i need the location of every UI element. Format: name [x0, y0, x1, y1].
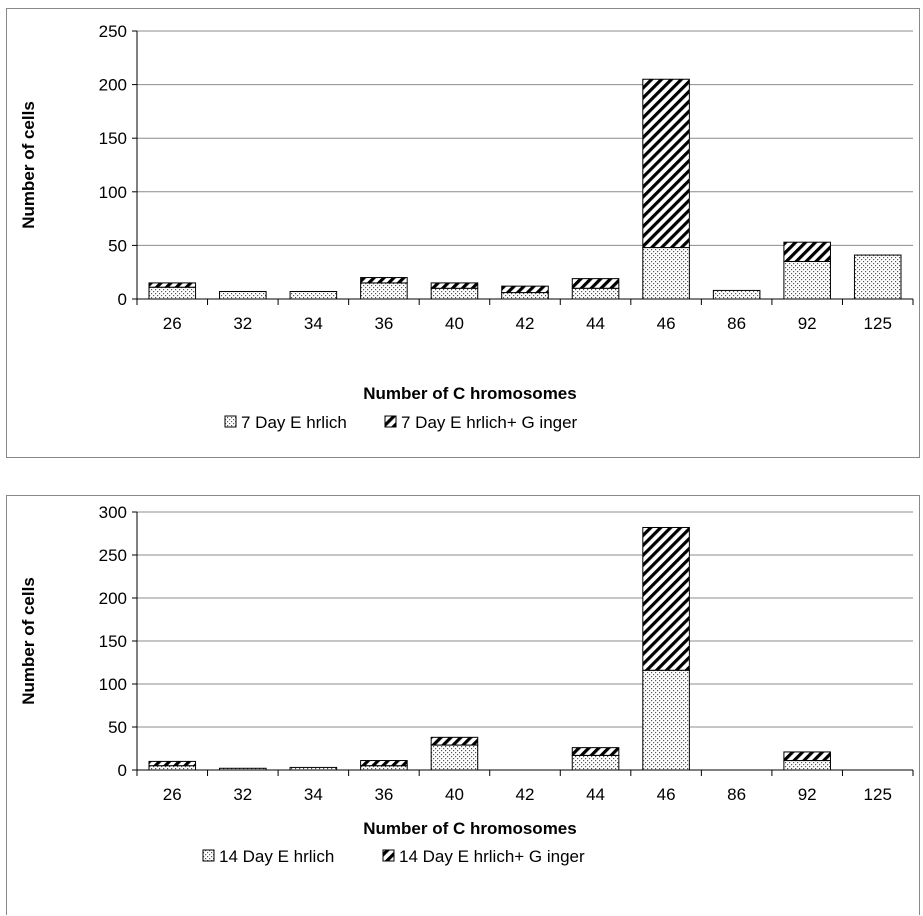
y-tick-label: 0 — [118, 761, 127, 780]
x-tick-label: 42 — [516, 314, 535, 333]
bar-base-86 — [712, 289, 761, 300]
bar-base-32 — [219, 767, 267, 771]
y-tick-label: 250 — [99, 546, 127, 565]
bar-ginger-40 — [430, 736, 479, 746]
legend-label: 14 Day E hrlich+ G inger — [399, 847, 585, 866]
chart-7-day: 0 50 100 150 200 250 26 32 34 36 40 42 44 46 86 92 125 Nu… — [6, 8, 920, 458]
x-tick-label: 46 — [657, 785, 676, 804]
bar-base-46 — [642, 669, 690, 771]
bar-base-34 — [289, 766, 338, 771]
y-tick-label: 200 — [99, 76, 127, 95]
x-tick-label: 34 — [304, 314, 323, 333]
bar-base-44 — [571, 287, 620, 300]
legend-label: 7 Day E hrlich — [241, 413, 347, 432]
bar-base-92 — [783, 260, 831, 300]
x-tick-label: 26 — [163, 314, 182, 333]
bar-base-32 — [219, 290, 267, 300]
y-tick-label: 150 — [99, 129, 127, 148]
bar-base-34 — [289, 290, 338, 300]
legend-swatch — [224, 415, 237, 428]
y-tick-label: 200 — [99, 589, 127, 608]
legend-swatch — [382, 849, 395, 862]
bar-base-46 — [642, 247, 690, 300]
y-tick-label: 150 — [99, 632, 127, 651]
bar-ginger-46 — [642, 78, 690, 249]
bar-base-40 — [430, 744, 479, 771]
x-tick-label: 125 — [864, 314, 892, 333]
y-axis-title: Number of cells — [19, 101, 38, 229]
bar-ginger-40 — [430, 282, 479, 289]
chart-7-day-svg: 0 50 100 150 200 250 26 32 34 36 40 42 44 46 86 92 125 Nu… — [19, 22, 914, 432]
legend-swatch — [384, 415, 397, 428]
x-tick-label: 34 — [304, 785, 323, 804]
y-tick-label: 250 — [99, 22, 127, 41]
y-tick-label: 0 — [118, 290, 127, 309]
bar-ginger-26 — [148, 282, 197, 288]
bar-ginger-92 — [783, 751, 831, 762]
x-tick-label: 44 — [586, 314, 605, 333]
bar-base-36 — [360, 765, 408, 771]
bar-ginger-26 — [148, 760, 197, 767]
y-tick-label: 100 — [99, 183, 127, 202]
x-axis-title: Number of C hromosomes — [363, 384, 576, 403]
chart-14-day: 0 50 100 150 200 250 300 26 32 34 36 40 42 44 46 86 92 12… — [6, 495, 920, 915]
bar-base-36 — [360, 282, 408, 300]
x-tick-label: 44 — [586, 785, 605, 804]
bar-base-26 — [148, 765, 197, 771]
y-tick-label: 300 — [99, 503, 127, 522]
legend-label: 14 Day E hrlich — [219, 847, 334, 866]
bar-ginger-46 — [642, 526, 690, 671]
x-tick-label: 40 — [445, 314, 464, 333]
chart-14-day-svg: 0 50 100 150 200 250 300 26 32 34 36 40 42 44 46 86 92 12… — [19, 503, 914, 866]
x-tick-label: 92 — [798, 314, 817, 333]
bar-base-44 — [571, 754, 620, 771]
x-tick-label: 92 — [798, 785, 817, 804]
x-tick-label: 32 — [233, 314, 252, 333]
x-tick-label: 86 — [727, 785, 746, 804]
legend-swatch — [202, 849, 215, 862]
bar-base-92 — [783, 760, 831, 771]
x-tick-label: 86 — [727, 314, 746, 333]
bar-ginger-36 — [360, 277, 408, 284]
bar-ginger-44 — [571, 747, 620, 756]
x-tick-label: 32 — [233, 785, 252, 804]
bar-ginger-44 — [571, 278, 620, 289]
y-axis-title: Number of cells — [19, 577, 38, 705]
bar-ginger-42 — [501, 285, 549, 294]
x-tick-label: 36 — [374, 314, 393, 333]
x-tick-label: 125 — [864, 785, 892, 804]
bar-ginger-36 — [360, 760, 408, 767]
bar-ginger-92 — [783, 241, 831, 262]
legend-label: 7 Day E hrlich+ G inger — [401, 413, 578, 432]
x-tick-label: 40 — [445, 785, 464, 804]
bar-base-40 — [430, 287, 479, 300]
y-tick-label: 50 — [108, 236, 127, 255]
bar-base-125 — [853, 254, 902, 300]
y-tick-label: 100 — [99, 675, 127, 694]
x-tick-label: 46 — [657, 314, 676, 333]
x-tick-label: 36 — [374, 785, 393, 804]
x-tick-label: 26 — [163, 785, 182, 804]
bar-base-26 — [148, 286, 197, 300]
x-axis-title: Number of C hromosomes — [363, 819, 576, 838]
x-tick-label: 42 — [516, 785, 535, 804]
y-tick-label: 50 — [108, 718, 127, 737]
bar-base-42 — [501, 292, 549, 300]
